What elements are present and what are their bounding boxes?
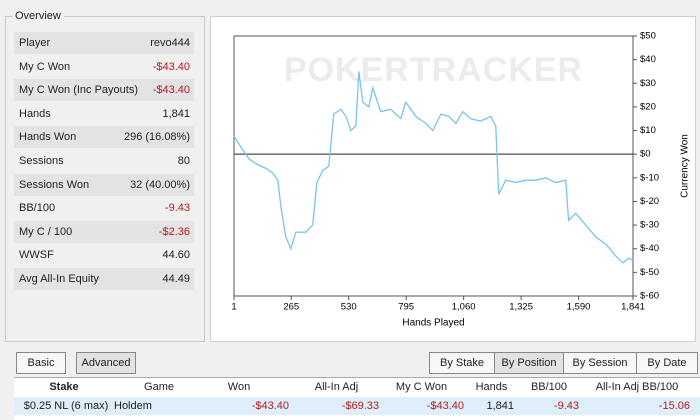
stat-label: My C / 100 [19,225,73,238]
overview-panel [5,16,205,342]
column-header[interactable]: BB/100 [530,381,568,393]
y-tick-label: $20 [640,101,656,112]
stat-row: Hands 1,841 [14,103,194,125]
stat-row: My C / 100 -$2.36 [14,220,194,243]
stats-table: Stake Game Won All-In Adj My C Won Hands BB/10… [14,377,700,420]
column-header[interactable]: All-In Adj [314,381,359,393]
stat-row: Hands Won 296 (16.08%) [14,126,194,149]
stat-value: 32 (40.00%) [130,178,190,191]
stat-label: Avg All-In Equity [19,273,99,285]
stat-row: Player revo444 [14,32,194,54]
x-tick-label: 1,841 [621,302,645,313]
stat-value: -$43.40 [152,60,190,73]
x-tick-label: 1,590 [567,302,591,313]
stat-label: Hands [19,107,51,120]
stat-row: Sessions Won 32 (40.00%) [14,173,194,196]
column-header[interactable]: Won [227,381,251,393]
stat-label: My C Won (Inc Payouts) [19,84,138,97]
column-header[interactable]: Game [144,381,174,393]
table-row-highlight [14,397,700,415]
y-tick-label: $-20 [640,196,659,207]
y-tick-label: $-30 [640,220,659,231]
x-axis-label: Hands Played [402,318,464,329]
stat-row: WWSF 44.60 [14,244,194,266]
table-cell: -$69.33 [341,400,379,412]
table-cell: -9.43 [553,400,579,412]
y-axis-label: Currency Won [680,134,691,198]
stat-label: My C Won [19,60,71,73]
y-tick-label: $10 [640,125,656,136]
stat-label: Player [19,37,51,49]
chart-panel: POKERTRACKER $50 $40 $30 $20 $10 $0 $-10 $-20 $-3… [210,16,696,342]
stat-value: -$43.40 [152,84,190,97]
x-tick-label: 795 [398,302,414,313]
group-tab[interactable]: By Date [636,352,698,374]
x-tick-label: 1,325 [509,302,533,313]
stat-label: BB/100 [19,202,56,215]
data-line [233,71,634,264]
stat-row: Sessions 80 [14,150,194,172]
y-tick-label: $-60 [640,291,659,302]
y-tick-label: $30 [640,78,656,89]
stat-row: Avg All-In Equity 44.49 [14,268,194,290]
stat-row: My C Won -$43.40 [14,56,194,78]
stat-value: -$2.36 [158,225,190,238]
stat-value: 1,841 [162,107,190,120]
stat-value: 80 [177,155,190,167]
table-cell: 1,841 [486,400,514,412]
stat-value: 44.60 [162,249,190,262]
x-tick-label: 265 [283,302,299,313]
group-tab[interactable]: By Position [494,352,564,374]
y-tick-label: $40 [640,54,656,65]
group-tab[interactable]: By Session [563,352,637,374]
x-tick-label: 1,060 [452,302,476,313]
y-tick-label: $-40 [640,243,659,254]
table-cell: $0.25 NL (6 max) [23,400,109,412]
y-tick-label: $-50 [640,267,659,278]
y-tick-label: $-10 [640,172,659,183]
table-cell: Holdem [114,400,152,412]
watermark: POKERTRACKER [284,51,583,89]
stat-value: revo444 [150,37,190,49]
view-tab[interactable]: Advanced [76,352,136,374]
column-header[interactable]: All-In Adj BB/100 [595,381,679,393]
table-cell: -$43.40 [426,400,464,412]
stat-label: Sessions [19,155,64,167]
stat-label: Hands Won [19,131,77,144]
stat-label: Sessions Won [19,178,90,191]
y-tick-label: $50 [640,31,656,42]
y-tick-label: $0 [640,149,651,160]
stat-label: WWSF [19,249,54,262]
x-tick-label: 530 [341,302,357,313]
stat-value: -9.43 [164,202,190,215]
column-header[interactable]: My C Won [395,381,448,393]
overview-title: Overview [12,10,64,22]
column-header[interactable]: Hands [475,381,508,393]
stat-row: BB/100 -9.43 [14,197,194,219]
chart: POKERTRACKER $50 $40 $30 $20 $10 $0 $-10 $-20 $-3… [231,31,691,329]
x-tick-label: 1 [231,302,236,313]
stat-value: 44.49 [162,273,190,285]
table-cell: -$43.40 [251,400,289,412]
group-tab[interactable]: By Stake [429,352,495,374]
stat-value: 296 (16.08%) [123,131,190,144]
stat-row: My C Won (Inc Payouts) -$43.40 [14,79,194,102]
column-header[interactable]: Stake [49,381,79,393]
table-cell: -15.06 [658,400,690,412]
view-tab[interactable]: Basic [16,352,66,374]
plot-frame [233,35,634,297]
